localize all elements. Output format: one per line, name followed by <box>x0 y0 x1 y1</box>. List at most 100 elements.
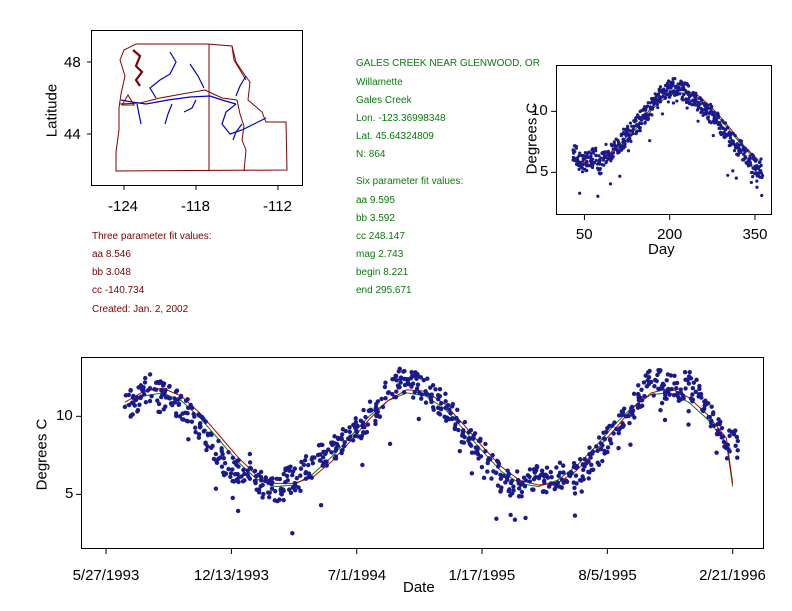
data-point <box>298 466 304 471</box>
data-point <box>414 386 420 391</box>
data-point <box>210 443 215 449</box>
data-point <box>591 160 595 165</box>
data-point <box>131 401 136 406</box>
data-point <box>572 151 576 155</box>
data-point <box>523 478 529 483</box>
data-point <box>479 464 485 470</box>
data-point <box>623 127 627 132</box>
data-point <box>552 486 557 492</box>
data-point <box>353 416 358 421</box>
data-point <box>608 182 613 186</box>
data-point <box>759 157 763 161</box>
data-point <box>582 456 587 462</box>
data-point <box>725 442 731 448</box>
data-point <box>577 457 583 462</box>
data-point <box>687 370 692 375</box>
sample-count: N: 864 <box>356 149 386 160</box>
data-point <box>122 404 128 410</box>
data-point <box>621 137 626 141</box>
data-point <box>709 418 714 424</box>
data-point <box>456 427 461 433</box>
data-point <box>189 405 195 410</box>
data-point <box>163 387 168 393</box>
data-point <box>630 124 634 128</box>
data-point <box>636 397 642 403</box>
data-point <box>711 133 715 138</box>
data-point <box>443 405 448 411</box>
data-point <box>661 382 666 388</box>
data-point <box>527 467 533 472</box>
data-point <box>599 171 603 175</box>
data-point <box>168 401 174 406</box>
data-point <box>602 451 607 456</box>
data-point <box>274 476 280 482</box>
data-point <box>663 95 667 99</box>
data-point <box>602 163 606 167</box>
data-point <box>600 443 605 448</box>
data-point <box>561 470 566 475</box>
data-point <box>616 430 621 436</box>
data-point <box>655 372 660 378</box>
y-tick-label: 5 <box>540 163 549 181</box>
data-point <box>141 392 147 397</box>
data-point <box>694 377 699 383</box>
data-point <box>628 129 632 133</box>
data-point <box>589 154 593 158</box>
data-point <box>741 158 746 162</box>
data-point <box>709 106 713 110</box>
data-point <box>658 85 663 89</box>
data-point <box>700 107 704 112</box>
data-point <box>726 173 730 177</box>
scatter-points <box>122 366 741 536</box>
data-point <box>581 166 585 170</box>
data-point <box>616 445 621 451</box>
data-point <box>568 470 574 476</box>
data-point <box>548 481 554 486</box>
data-point <box>380 404 386 410</box>
data-point <box>640 121 644 126</box>
data-point <box>356 434 361 439</box>
data-point <box>723 128 727 132</box>
data-point <box>668 83 672 87</box>
data-point <box>348 434 353 439</box>
data-point <box>598 162 602 166</box>
data-point <box>230 478 235 484</box>
data-point <box>660 112 665 116</box>
data-point <box>258 478 264 483</box>
data-point <box>694 98 698 103</box>
data-point <box>749 180 753 185</box>
data-point <box>712 110 716 114</box>
data-point <box>744 161 749 165</box>
data-point <box>444 415 450 420</box>
data-point <box>531 487 536 492</box>
river-columbia <box>120 95 237 105</box>
data-point <box>580 462 586 467</box>
data-point <box>494 516 499 521</box>
data-point <box>705 116 710 120</box>
data-point <box>203 419 208 424</box>
data-point <box>601 430 606 435</box>
data-point <box>516 481 521 486</box>
data-point <box>387 441 393 447</box>
data-point <box>587 150 591 154</box>
data-point <box>581 156 585 161</box>
data-point <box>656 105 660 110</box>
data-point <box>163 404 168 409</box>
data-point <box>527 479 533 484</box>
data-point <box>630 408 636 413</box>
data-point <box>760 193 764 198</box>
data-point <box>359 433 365 439</box>
data-point <box>219 464 225 469</box>
data-point <box>292 481 298 486</box>
data-point <box>591 163 595 167</box>
data-point <box>589 467 594 473</box>
data-point <box>461 428 466 433</box>
data-point <box>469 450 475 455</box>
data-point <box>741 148 745 152</box>
data-point <box>350 438 356 443</box>
river-john-day <box>183 99 197 113</box>
data-point <box>631 132 635 136</box>
border-id-mt <box>231 45 247 81</box>
data-point <box>398 380 403 385</box>
data-point <box>683 377 688 382</box>
